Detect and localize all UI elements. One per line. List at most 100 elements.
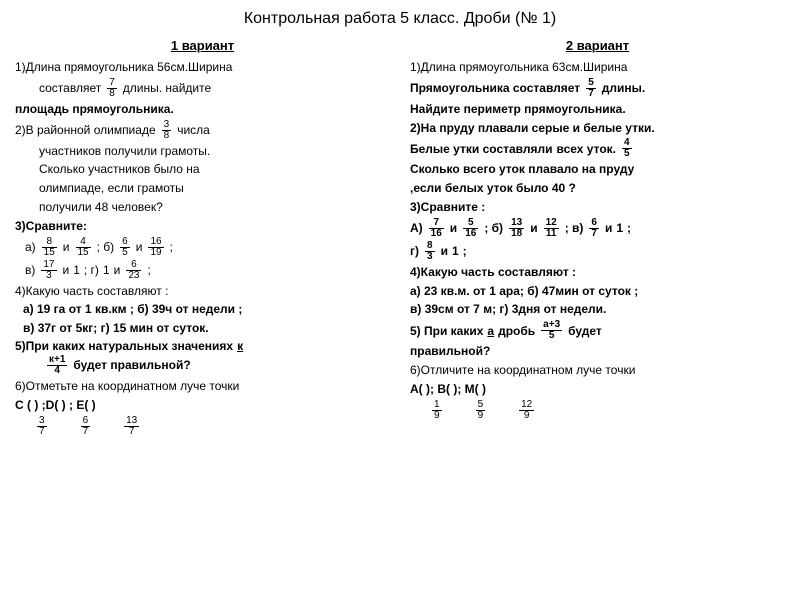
v1-q5-l1: 5)При каких натуральных значениях к — [15, 339, 390, 353]
fraction-icon: 78 — [107, 78, 117, 99]
text: а — [487, 324, 494, 338]
text: 1 — [616, 221, 623, 235]
text: Прямоугольника составляет — [410, 81, 580, 95]
v1-header: 1 вариант — [15, 38, 390, 53]
fraction-icon: 137 — [124, 416, 139, 437]
text: и — [114, 263, 121, 277]
v2-q1-l3: Найдите периметр прямоугольника. — [410, 101, 785, 118]
text: длины. — [602, 81, 645, 95]
fraction-icon: 65 — [120, 237, 130, 258]
fraction-icon: 67 — [589, 218, 599, 239]
text: и — [605, 221, 612, 235]
fraction-icon: 67 — [81, 416, 91, 437]
v2-q4-l2: а) 23 кв.м. от 1 ара; б) 47мин от суток … — [410, 283, 785, 300]
v2-q3-l1: 3)Сравните : — [410, 199, 785, 216]
fraction-icon: 129 — [519, 400, 534, 421]
text: длины. найдите — [123, 81, 211, 95]
fraction-icon: 516 — [463, 218, 478, 239]
text: в) — [25, 263, 35, 277]
v2-q6-fracs: 19 59 129 — [410, 400, 785, 421]
v2-q1-l2: Прямоугольника составляет 57 длины. — [410, 78, 785, 99]
text: к — [237, 339, 243, 353]
v2-q6-l2: А( ); В( ); М( ) — [410, 381, 785, 398]
text: числа — [177, 123, 210, 137]
v2-q3-row2: г) 83 и 1 ; — [410, 241, 785, 262]
text: и — [530, 221, 537, 235]
fraction-icon: 173 — [41, 260, 56, 281]
v2-q5-l1: 5) При каких а дробь а+35 будет — [410, 320, 785, 341]
variant-1: 1 вариант 1)Длина прямоугольника 56см.Ши… — [15, 38, 390, 439]
v2-q4-l1: 4)Какую часть составляют : — [410, 264, 785, 281]
text: 2)В районной олимпиаде — [15, 123, 156, 137]
text: а) — [25, 240, 36, 254]
fraction-icon: 37 — [37, 416, 47, 437]
v2-q6-l1: 6)Отличите на координатном луче точки — [410, 362, 785, 379]
columns-container: 1 вариант 1)Длина прямоугольника 56см.Ши… — [15, 38, 785, 439]
fraction-icon: 83 — [425, 241, 435, 262]
fraction-icon: 57 — [586, 78, 596, 99]
v1-q2-l2: участников получили грамоты. — [15, 143, 390, 160]
v1-q2-l4: олимпиаде, если грамоты — [15, 180, 390, 197]
page-title: Контрольная работа 5 класс. Дроби (№ 1) — [15, 10, 785, 28]
text: и — [63, 240, 70, 254]
v1-q3-row1: а) 815 и 415 ; б) 65 и 1619 ; — [15, 237, 390, 258]
fraction-icon: 415 — [76, 237, 91, 258]
text: 1 — [452, 244, 459, 258]
v2-q2-l4: ,если белых уток было 40 ? — [410, 180, 785, 197]
text: ; — [147, 263, 150, 277]
text: ; б) — [484, 221, 503, 235]
fraction-icon: 815 — [42, 237, 57, 258]
text: составляет — [39, 81, 101, 95]
v2-q3-row1: А) 716 и 516 ; б) 1318 и 1211 ; в) 67 и … — [410, 218, 785, 239]
v1-q6-fracs: 37 67 137 — [15, 416, 390, 437]
text: будет — [568, 324, 602, 338]
fraction-icon: 38 — [162, 120, 172, 141]
text: будет правильной? — [73, 358, 190, 372]
v1-q2-l1: 2)В районной олимпиаде 38 числа — [15, 120, 390, 141]
v1-q4-l3: в) 37г от 5кг; г) 15 мин от суток. — [15, 320, 390, 337]
text: Белые утки составляли — [410, 142, 553, 156]
v1-q3-l1: 3)Сравните: — [15, 218, 390, 235]
v1-q6-l1: 6)Отметьте на координатном луче точки — [15, 378, 390, 395]
text: и — [450, 221, 457, 235]
v1-q2-l5: получили 48 человек? — [15, 199, 390, 216]
fraction-icon: 623 — [126, 260, 141, 281]
fraction-icon: 1211 — [544, 218, 559, 239]
v1-q5-l2: к+14 будет правильной? — [15, 355, 390, 376]
v1-q4-l1: 4)Какую часть составляют : — [15, 283, 390, 300]
text: 1 — [103, 263, 110, 277]
fraction-icon: 1318 — [509, 218, 524, 239]
text: ; б) — [97, 240, 115, 254]
text: 1 — [73, 263, 80, 277]
v2-q2-l1: 2)На пруду плавали серые и белые утки. — [410, 120, 785, 137]
text: и — [441, 244, 448, 258]
text: ; — [463, 244, 467, 258]
fraction-icon: к+14 — [47, 355, 67, 376]
v2-q2-l3: Сколько всего уток плавало на пруду — [410, 161, 785, 178]
v1-q1-l3: площадь прямоугольника. — [15, 101, 390, 118]
v1-q3-row2: в) 173 и 1 ; г) 1 и 623 ; — [15, 260, 390, 281]
text: и — [63, 263, 70, 277]
text: ; — [627, 221, 631, 235]
text: ; в) — [565, 221, 584, 235]
text: А) — [410, 221, 423, 235]
text: и — [136, 240, 143, 254]
fraction-icon: 19 — [432, 400, 442, 421]
v2-q1-l1: 1)Длина прямоугольника 63см.Ширина — [410, 59, 785, 76]
v1-q2-l3: Сколько участников было на — [15, 161, 390, 178]
v1-q6-l2: С ( ) ;D( ) ; E( ) — [15, 397, 390, 414]
fraction-icon: 716 — [429, 218, 444, 239]
text: всех уток. — [557, 142, 616, 156]
text: 5)При каких натуральных значениях — [15, 339, 233, 353]
fraction-icon: а+35 — [541, 320, 562, 341]
text: ; — [170, 240, 173, 254]
v1-q4-l2: а) 19 га от 1 кв.км ; б) 39ч от недели ; — [15, 301, 390, 318]
v1-q1-l2: составляет 78 длины. найдите — [15, 78, 390, 99]
variant-2: 2 вариант 1)Длина прямоугольника 63см.Ши… — [410, 38, 785, 439]
text: 5) При каких — [410, 324, 483, 338]
text: г) — [410, 244, 419, 258]
fraction-icon: 59 — [476, 400, 486, 421]
text: дробь — [498, 324, 535, 338]
v1-q1-l1: 1)Длина прямоугольника 56см.Ширина — [15, 59, 390, 76]
v2-q4-l3: в) 39см от 7 м; г) 3дня от недели. — [410, 301, 785, 318]
